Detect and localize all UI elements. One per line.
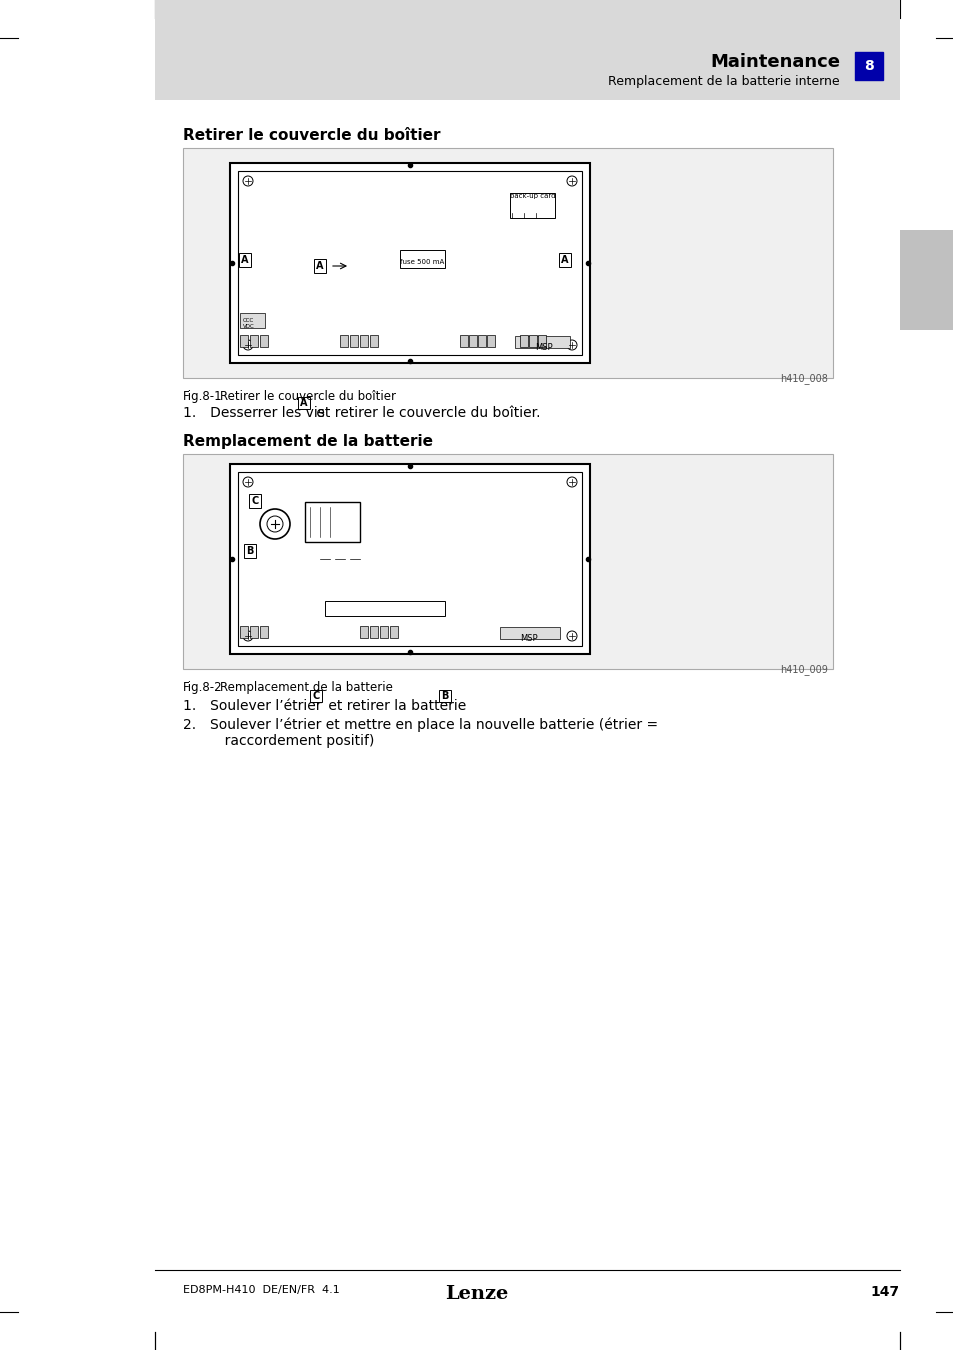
Bar xyxy=(469,335,476,347)
FancyBboxPatch shape xyxy=(244,544,255,558)
FancyBboxPatch shape xyxy=(297,397,310,409)
Bar xyxy=(370,335,377,347)
Text: CCC
VDC: CCC VDC xyxy=(243,319,254,329)
Bar xyxy=(899,230,953,329)
Text: MSP: MSP xyxy=(535,343,552,352)
Text: A: A xyxy=(315,261,323,271)
Bar xyxy=(499,626,559,639)
Bar xyxy=(237,472,581,647)
Text: B: B xyxy=(441,691,448,701)
Bar xyxy=(515,336,569,348)
Text: A: A xyxy=(560,255,568,265)
Text: 1. Soulever l’étrier: 1. Soulever l’étrier xyxy=(183,699,326,713)
FancyBboxPatch shape xyxy=(438,690,451,702)
Text: Fig.8-1: Fig.8-1 xyxy=(183,390,222,404)
Bar xyxy=(477,335,485,347)
Text: 2. Soulever l’étrier et mettre en place la nouvelle batterie (étrier =
   raccor: 2. Soulever l’étrier et mettre en place … xyxy=(183,717,658,748)
FancyBboxPatch shape xyxy=(239,252,251,267)
FancyBboxPatch shape xyxy=(558,252,571,267)
Bar xyxy=(325,601,444,616)
Bar xyxy=(390,626,397,639)
Text: et retirer le couvercle du boîtier.: et retirer le couvercle du boîtier. xyxy=(312,406,540,420)
Text: ED8PM-H410  DE/EN/FR  4.1: ED8PM-H410 DE/EN/FR 4.1 xyxy=(183,1285,339,1295)
Bar xyxy=(240,335,248,347)
Text: Remplacement de la batterie interne: Remplacement de la batterie interne xyxy=(608,76,840,89)
Bar xyxy=(250,626,257,639)
Bar xyxy=(240,626,248,639)
Bar xyxy=(486,335,495,347)
Text: C: C xyxy=(312,691,319,701)
Text: Fig.8-2: Fig.8-2 xyxy=(183,680,222,694)
Text: 1. Desserrer les vis: 1. Desserrer les vis xyxy=(183,406,329,420)
Bar xyxy=(359,335,368,347)
Bar xyxy=(260,626,268,639)
Bar xyxy=(240,313,265,328)
Bar xyxy=(854,53,882,80)
Bar xyxy=(350,335,357,347)
FancyBboxPatch shape xyxy=(249,494,261,508)
Text: fuse 500 mA: fuse 500 mA xyxy=(399,259,444,265)
Bar xyxy=(183,148,832,378)
Bar xyxy=(250,335,257,347)
Text: et retirer la batterie: et retirer la batterie xyxy=(324,699,470,713)
Text: back-up card: back-up card xyxy=(510,193,555,198)
Bar xyxy=(370,626,377,639)
Text: Remplacement de la batterie: Remplacement de la batterie xyxy=(183,433,433,450)
FancyBboxPatch shape xyxy=(310,690,322,702)
Bar xyxy=(399,250,444,269)
Text: h410_008: h410_008 xyxy=(780,373,827,383)
Bar xyxy=(537,335,545,347)
Bar xyxy=(379,626,388,639)
Text: h410_009: h410_009 xyxy=(780,664,827,675)
Text: 147: 147 xyxy=(870,1285,899,1299)
Bar xyxy=(260,335,268,347)
Bar xyxy=(529,335,537,347)
Text: Retirer le couvercle du boîtier: Retirer le couvercle du boîtier xyxy=(183,128,440,143)
Bar xyxy=(183,454,832,670)
Bar xyxy=(459,335,468,347)
Text: Lenze: Lenze xyxy=(445,1285,508,1303)
Text: C: C xyxy=(251,495,258,506)
Bar xyxy=(230,163,589,363)
Text: 8: 8 xyxy=(863,59,873,73)
Bar xyxy=(154,0,899,100)
Bar xyxy=(305,502,359,541)
Text: Remplacement de la batterie: Remplacement de la batterie xyxy=(220,680,393,694)
Bar xyxy=(359,626,368,639)
Bar xyxy=(519,335,527,347)
Text: Maintenance: Maintenance xyxy=(709,53,840,72)
Text: B: B xyxy=(246,545,253,556)
Text: A: A xyxy=(241,255,249,265)
Bar xyxy=(339,335,348,347)
Bar xyxy=(230,464,589,653)
Text: MSP: MSP xyxy=(519,634,537,643)
Bar xyxy=(237,171,581,355)
Text: A: A xyxy=(300,398,308,408)
Bar xyxy=(510,193,555,217)
FancyBboxPatch shape xyxy=(314,259,326,273)
Text: Retirer le couvercle du boîtier: Retirer le couvercle du boîtier xyxy=(220,390,395,404)
